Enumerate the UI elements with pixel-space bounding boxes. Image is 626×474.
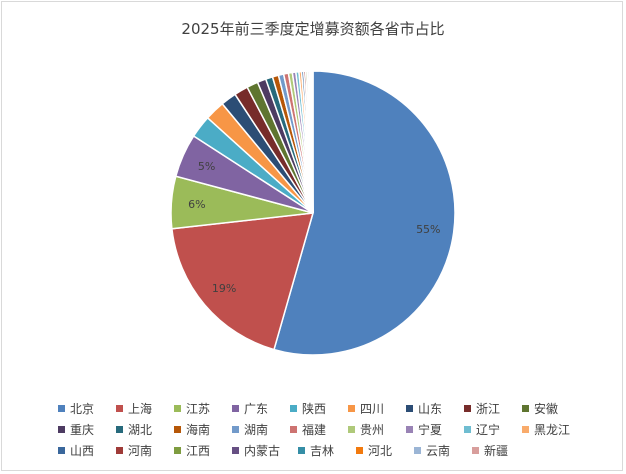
legend-item: 湖北: [116, 421, 174, 438]
legend-swatch: [58, 405, 65, 412]
legend-label: 山东: [418, 402, 443, 416]
legend-label: 安徽: [534, 402, 559, 416]
legend-swatch: [464, 426, 471, 433]
legend-label: 湖北: [128, 423, 153, 437]
legend-swatch: [232, 426, 239, 433]
data-label-4: 5%: [198, 160, 215, 173]
legend: 北京 上海 江苏 广东 陕西 四川 山东 浙江 安徽重庆 湖北 海南 湖南 福建 贵州 宁夏 辽宁 黑龙江山西 河…: [58, 398, 598, 461]
legend-item: 黑龙江: [522, 421, 588, 438]
legend-label: 江西: [186, 444, 211, 458]
data-label-3: 6%: [188, 198, 205, 211]
legend-row: 北京 上海 江苏 广东 陕西 四川 山东 浙江 安徽: [58, 398, 598, 419]
legend-label: 云南: [426, 444, 451, 458]
legend-swatch: [116, 426, 123, 433]
legend-swatch: [406, 405, 413, 412]
legend-swatch: [472, 447, 479, 454]
pie-slice-1: [273, 70, 456, 356]
legend-swatch: [58, 426, 65, 433]
legend-item: 陕西: [290, 400, 348, 417]
legend-label: 重庆: [70, 423, 95, 437]
legend-item: 河北: [356, 442, 414, 459]
legend-swatch: [348, 426, 355, 433]
legend-item: 贵州: [348, 421, 406, 438]
legend-item: 江西: [174, 442, 232, 459]
legend-label: 浙江: [476, 402, 501, 416]
legend-label: 辽宁: [476, 423, 501, 437]
legend-item: 辽宁: [464, 421, 522, 438]
data-label-2: 19%: [212, 282, 236, 295]
legend-label: 宁夏: [418, 423, 443, 437]
legend-swatch: [298, 447, 305, 454]
legend-label: 海南: [186, 423, 211, 437]
legend-swatch: [406, 426, 413, 433]
legend-label: 山西: [70, 444, 95, 458]
legend-swatch: [58, 447, 65, 454]
legend-item: 广东: [232, 400, 290, 417]
legend-swatch: [348, 405, 355, 412]
legend-label: 内蒙古: [244, 444, 281, 458]
legend-item: 湖南: [232, 421, 290, 438]
legend-label: 新疆: [484, 444, 509, 458]
legend-item: 宁夏: [406, 421, 464, 438]
legend-label: 四川: [360, 402, 385, 416]
legend-item: 吉林: [298, 442, 356, 459]
legend-label: 湖南: [244, 423, 269, 437]
legend-item: 福建: [290, 421, 348, 438]
legend-row: 山西 河南 江西 内蒙古 吉林 河北 云南 新疆: [58, 440, 598, 461]
pie-slice-26: [311, 70, 314, 214]
legend-item: 安徽: [522, 400, 580, 417]
legend-row: 重庆 湖北 海南 湖南 福建 贵州 宁夏 辽宁 黑龙江: [58, 419, 598, 440]
legend-item: 上海: [116, 400, 174, 417]
legend-item: 重庆: [58, 421, 116, 438]
legend-swatch: [232, 447, 239, 454]
legend-item: 江苏: [174, 400, 232, 417]
legend-label: 黑龙江: [534, 423, 571, 437]
legend-label: 上海: [128, 402, 153, 416]
legend-item: 河南: [116, 442, 174, 459]
legend-item: 山西: [58, 442, 116, 459]
legend-label: 贵州: [360, 423, 385, 437]
legend-item: 新疆: [472, 442, 530, 459]
legend-item: 浙江: [464, 400, 522, 417]
legend-swatch: [290, 405, 297, 412]
legend-label: 福建: [302, 423, 327, 437]
legend-swatch: [356, 447, 363, 454]
legend-label: 河南: [128, 444, 153, 458]
legend-label: 江苏: [186, 402, 211, 416]
legend-item: 北京: [58, 400, 116, 417]
legend-label: 陕西: [302, 402, 327, 416]
legend-swatch: [414, 447, 421, 454]
pie-slice-2: [171, 212, 315, 351]
legend-item: 山东: [406, 400, 464, 417]
legend-swatch: [232, 405, 239, 412]
legend-label: 北京: [70, 402, 95, 416]
legend-item: 海南: [174, 421, 232, 438]
legend-item: 内蒙古: [232, 442, 298, 459]
legend-swatch: [116, 405, 123, 412]
legend-swatch: [522, 405, 529, 412]
legend-swatch: [174, 405, 181, 412]
legend-swatch: [174, 447, 181, 454]
legend-swatch: [522, 426, 529, 433]
legend-swatch: [290, 426, 297, 433]
legend-item: 云南: [414, 442, 472, 459]
legend-label: 广东: [244, 402, 269, 416]
legend-swatch: [116, 447, 123, 454]
chart-title: 2025年前三季度定增募资额各省市占比: [181, 20, 445, 38]
legend-label: 吉林: [310, 444, 335, 458]
legend-swatch: [174, 426, 181, 433]
legend-label: 河北: [368, 444, 393, 458]
legend-swatch: [464, 405, 471, 412]
data-label-1: 55%: [416, 223, 440, 236]
legend-item: 四川: [348, 400, 406, 417]
